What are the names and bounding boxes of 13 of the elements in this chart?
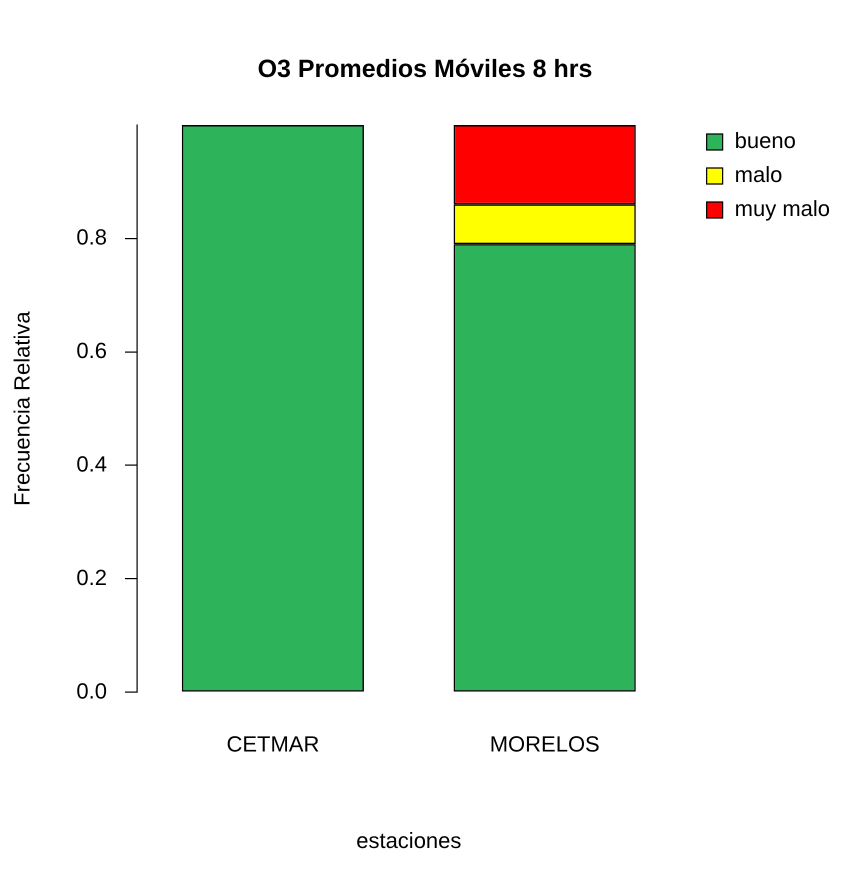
y-tick-label: 0.0 — [76, 678, 107, 704]
chart-title: O3 Promedios Móviles 8 hrs — [258, 54, 592, 83]
y-tick-label: 0.8 — [76, 224, 107, 250]
legend-label: muy malo — [734, 196, 830, 222]
legend-label: bueno — [734, 128, 796, 154]
y-axis-title: Frecuencia Relativa — [9, 310, 34, 506]
x-axis-title: estaciones — [356, 828, 462, 853]
y-tick-label: 0.2 — [76, 564, 107, 590]
x-tick-label: MORELOS — [490, 731, 600, 756]
x-tick-label: CETMAR — [226, 731, 320, 756]
y-tick-label: 0.6 — [76, 338, 107, 363]
legend-label: malo — [734, 162, 782, 188]
y-tick-label: 0.4 — [76, 451, 107, 476]
